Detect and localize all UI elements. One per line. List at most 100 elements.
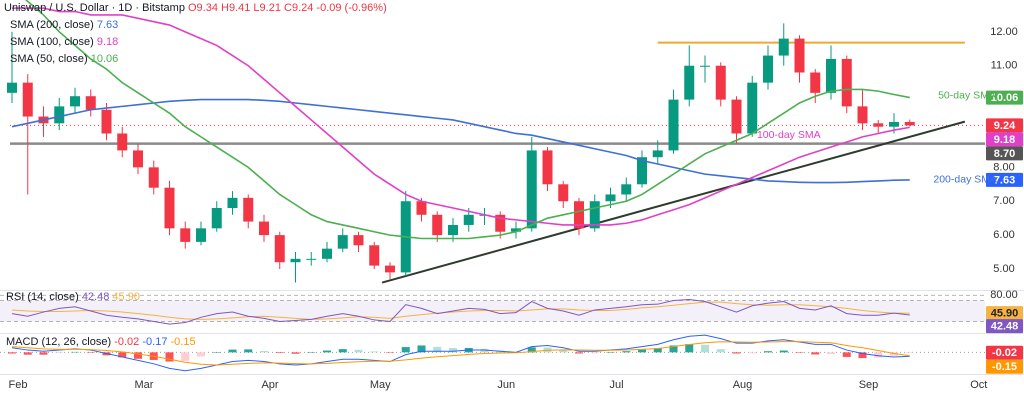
candle-body <box>637 157 647 185</box>
macd-histogram-bar <box>449 347 457 353</box>
price-badge-label: 9.24 <box>994 120 1016 132</box>
candle-body <box>306 258 317 260</box>
y-tick-label: 8.00 <box>993 161 1014 173</box>
candle-body <box>857 106 868 124</box>
candle-body <box>180 228 191 242</box>
candle-body <box>448 224 458 236</box>
macd-histogram-bar <box>86 352 95 353</box>
candle-body <box>117 133 128 151</box>
candle-body <box>369 245 380 266</box>
rsi-band <box>0 300 985 322</box>
macd-histogram-bar <box>71 351 79 353</box>
candle-body <box>668 99 679 151</box>
macd-histogram-bar <box>874 352 883 358</box>
x-tick-label: Sep <box>859 379 879 391</box>
price-badge <box>986 359 1023 374</box>
candle-body <box>652 150 663 158</box>
macd-histogram-bar <box>212 352 221 353</box>
macd-histogram-bar <box>134 352 142 359</box>
rsi-pane <box>0 294 985 325</box>
header: Uniswap / U.S. Dollar · 1D · Bitstamp O9… <box>4 2 387 14</box>
trendline <box>381 120 966 284</box>
macd-histogram-bar <box>606 352 615 353</box>
sma-annotation: 200-day SMA <box>933 174 997 186</box>
x-tick-label: Jul <box>609 379 623 391</box>
macd-histogram-bar <box>433 346 442 353</box>
candle-body <box>810 72 821 93</box>
rsi-line <box>11 298 910 325</box>
macd-histogram-bar <box>905 352 914 353</box>
macd-histogram-bar <box>764 351 772 353</box>
x-tick-label: Apr <box>261 379 278 391</box>
candle-body <box>385 265 395 273</box>
macd-histogram-bar <box>291 352 300 354</box>
macd-histogram-bar <box>842 352 851 357</box>
candle-body <box>731 99 742 134</box>
candle-body <box>243 197 254 222</box>
price-badge-label: 42.48 <box>991 321 1019 333</box>
price-badge-label: 10.06 <box>991 92 1019 104</box>
sma-line <box>12 7 910 226</box>
macd-histogram-bar <box>244 349 253 353</box>
macd-histogram-bar <box>716 349 725 353</box>
legend-value: 45.90 <box>112 291 140 303</box>
legend-name: SMA (50, close) <box>10 53 88 65</box>
legend: Uniswap / U.S. Dollar · 1D · Bitstamp O9… <box>4 2 997 348</box>
macd-histogram-bar <box>260 350 268 353</box>
legend-name: RSI (14, close) <box>6 291 79 303</box>
candle-body <box>196 228 206 242</box>
candle-body <box>164 187 175 229</box>
candle-body <box>794 38 805 73</box>
candle-body <box>684 65 695 100</box>
candle-body <box>495 214 506 232</box>
candle-body <box>826 58 836 93</box>
price-badge <box>986 90 1023 105</box>
candle-body <box>621 184 632 195</box>
legend-value: -0.17 <box>142 336 167 348</box>
y-tick-label: 7.00 <box>993 195 1014 207</box>
macd-pane <box>0 334 985 372</box>
candle-body <box>101 109 112 134</box>
legend-name: MACD (12, 26, close) <box>6 336 111 348</box>
legend-entry: SMA (100, close) 9.18 <box>10 36 118 48</box>
macd-histogram-bar <box>275 352 284 354</box>
symbol: Uniswap / U.S. Dollar · 1D · Bitstamp <box>4 2 185 14</box>
macd-histogram-bar <box>795 352 804 353</box>
candle-body <box>54 106 65 124</box>
macd-histogram-bar <box>779 350 788 353</box>
price-badge <box>986 306 1023 321</box>
candle-body <box>7 82 17 93</box>
price-badge-label: -0.02 <box>992 347 1017 359</box>
candle-body <box>148 167 159 188</box>
axes: 12.0011.0010.009.008.007.006.005.0010.06… <box>9 26 1023 391</box>
x-tick-label: Jun <box>497 379 515 391</box>
macd-histogram-bar <box>590 352 599 354</box>
macd-histogram-bar <box>197 352 205 357</box>
price-badge <box>986 319 1023 334</box>
candle-body <box>274 235 285 263</box>
legend-value: 42.48 <box>82 291 110 303</box>
price-badge <box>986 172 1023 187</box>
price-badge-label: 7.63 <box>994 174 1015 186</box>
price-badge <box>986 118 1023 133</box>
macd-histogram-bar <box>39 352 48 355</box>
price-badge-label: 9.18 <box>994 134 1015 146</box>
candle-body <box>290 258 301 263</box>
candle-body <box>322 248 332 259</box>
sma-line <box>24 0 910 240</box>
macd-histogram-bar <box>354 349 363 353</box>
candle-body <box>542 150 553 185</box>
price-badge <box>986 345 1023 360</box>
price-badge-label: -0.15 <box>992 361 1017 373</box>
macd-histogram-bar <box>685 344 694 353</box>
candle-body <box>416 201 427 215</box>
macd-histogram-bar <box>386 352 394 353</box>
candle-body <box>715 65 726 100</box>
candle-body <box>353 235 364 246</box>
candle-body <box>589 201 600 229</box>
legend-name: SMA (200, close) <box>10 19 94 31</box>
candle-body <box>889 121 899 127</box>
macd-histogram-bar <box>701 344 709 353</box>
macd-histogram-bar <box>559 350 568 353</box>
macd-histogram-bar <box>480 348 489 353</box>
